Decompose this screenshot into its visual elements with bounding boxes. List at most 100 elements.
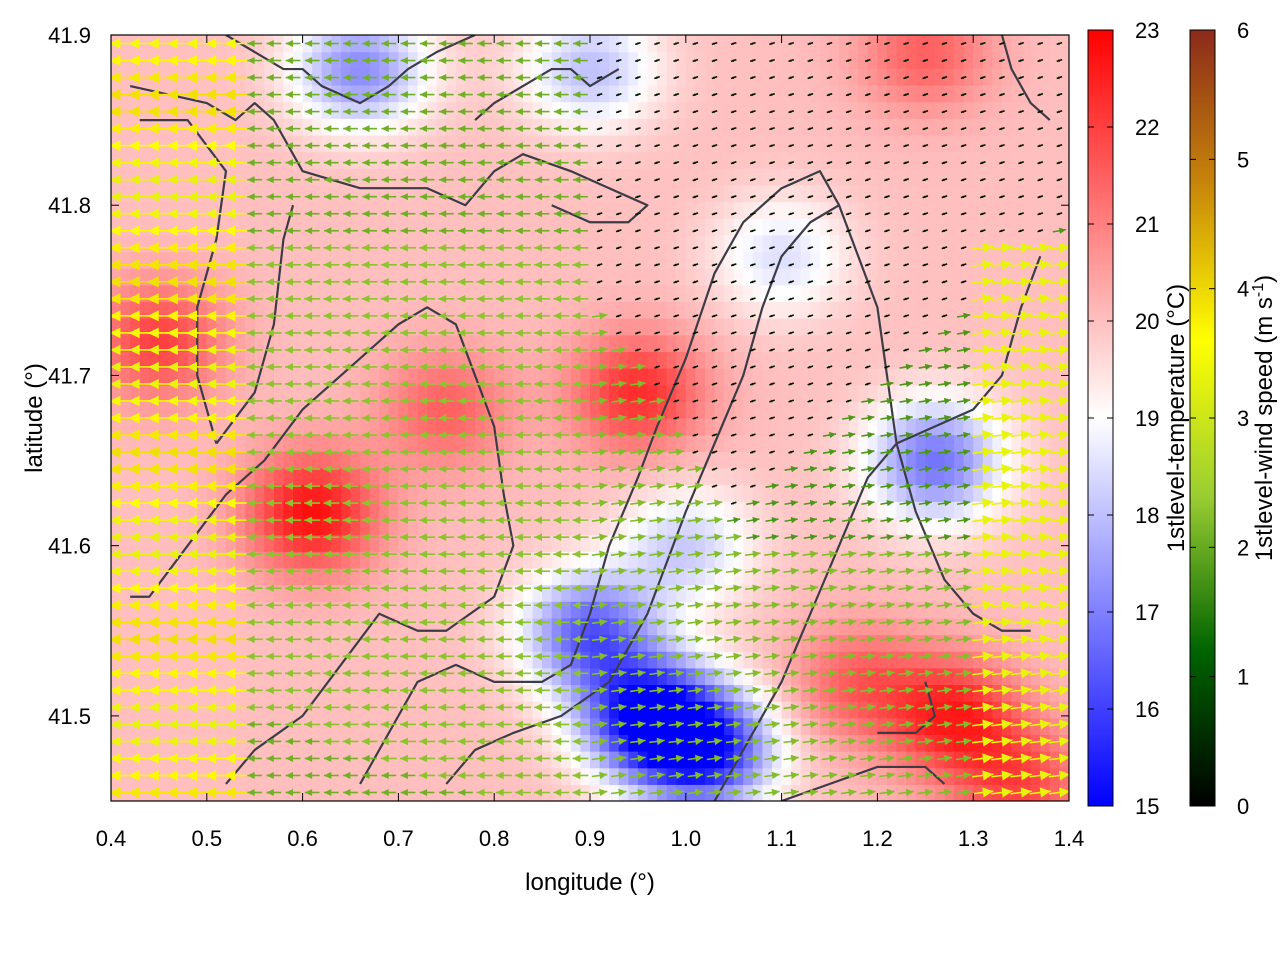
heat-cell (800, 68, 811, 86)
heat-cell (1030, 418, 1041, 436)
heat-cell (570, 401, 582, 419)
heat-cell (197, 751, 208, 769)
heat-cell (772, 351, 783, 369)
heat-cell (752, 35, 764, 53)
heat-cell (197, 734, 208, 752)
heat-cell (800, 501, 811, 519)
heat-cell (743, 401, 754, 419)
wind-arrow-head (111, 582, 121, 594)
heat-cell (398, 351, 409, 369)
wind-arrow (148, 361, 170, 372)
wind-arrow-head (146, 616, 159, 629)
heat-cell (551, 151, 562, 169)
heat-cell (407, 368, 419, 386)
heat-cell (168, 434, 179, 452)
heat-cell (111, 368, 122, 386)
heat-cell (609, 484, 620, 502)
heat-cell (139, 601, 150, 619)
heat-cell (800, 517, 811, 536)
heat-cell (168, 517, 179, 536)
heat-cell (666, 184, 677, 203)
heat-cell (858, 251, 869, 269)
heat-cell (704, 51, 716, 69)
heat-cell (848, 517, 859, 536)
heat-cell (475, 567, 486, 586)
heat-cell (130, 251, 141, 269)
heat-cell (522, 717, 534, 735)
heat-cell (427, 501, 438, 519)
heat-cell (647, 384, 658, 402)
heat-cell (235, 451, 246, 469)
heat-cell (369, 351, 380, 369)
heat-cell (1049, 251, 1061, 269)
heat-cell (216, 617, 227, 636)
heat-cell (398, 234, 409, 253)
heat-cell (283, 234, 294, 253)
heat-cell (848, 751, 859, 769)
heat-cell (819, 84, 831, 103)
heat-cell (254, 634, 265, 652)
heat-cell (446, 534, 457, 552)
heat-cell (436, 517, 447, 536)
heat-cell (906, 384, 917, 402)
heat-cell (791, 234, 802, 253)
heat-cell (225, 434, 237, 452)
heat-cell (973, 184, 984, 203)
heat-cell (369, 401, 380, 419)
heat-cell (264, 484, 275, 502)
heat-cell (839, 284, 850, 303)
heat-cell (609, 68, 620, 86)
heat-cell (906, 118, 917, 136)
heat-cell (637, 734, 649, 752)
heat-cell (273, 101, 285, 119)
heat-cell (407, 551, 419, 569)
heat-cell (829, 484, 840, 502)
heat-cell (283, 184, 294, 203)
heat-cell (819, 517, 831, 536)
wind-arrow (111, 753, 132, 764)
heat-cell (494, 301, 505, 319)
heat-cell (915, 418, 926, 436)
heat-cell (503, 484, 514, 502)
heat-cell (637, 184, 649, 203)
heat-cell (618, 101, 629, 119)
heat-cell (772, 751, 783, 769)
heat-cell (714, 68, 725, 86)
heat-cell (657, 401, 668, 419)
heat-cell (264, 517, 275, 536)
heat-cell (1030, 551, 1041, 569)
heat-cell (369, 584, 380, 602)
heat-cell (733, 651, 744, 669)
heat-cell (580, 118, 591, 136)
heat-cell (398, 218, 409, 236)
heat-cell (1030, 351, 1041, 369)
heat-cell (839, 334, 850, 352)
heat-cell (245, 534, 256, 552)
heat-cell (944, 418, 955, 436)
heat-cell (685, 617, 696, 636)
heat-cell (139, 401, 150, 419)
heat-cell (542, 384, 553, 402)
heat-cell (637, 751, 649, 769)
heat-cell (120, 301, 131, 319)
wind-arrow-head (127, 276, 140, 288)
heat-cell (695, 584, 706, 602)
heat-cell (407, 734, 419, 752)
heat-cell (178, 268, 189, 286)
heat-cell (321, 184, 332, 203)
heat-cell (513, 467, 524, 486)
heat-cell (666, 84, 677, 103)
heat-cell (934, 601, 946, 619)
heat-cell (331, 634, 342, 652)
heat-cell (149, 218, 160, 236)
heat-cell (187, 368, 198, 386)
heat-cell (379, 701, 390, 719)
heat-cell (532, 567, 543, 586)
heat-cell (839, 451, 850, 469)
heat-cell (599, 567, 610, 586)
heat-cell (934, 184, 946, 203)
heat-cell (839, 134, 850, 153)
heat-cell (542, 517, 553, 536)
wind-arrow-head (111, 480, 121, 492)
heat-cell (417, 617, 428, 636)
